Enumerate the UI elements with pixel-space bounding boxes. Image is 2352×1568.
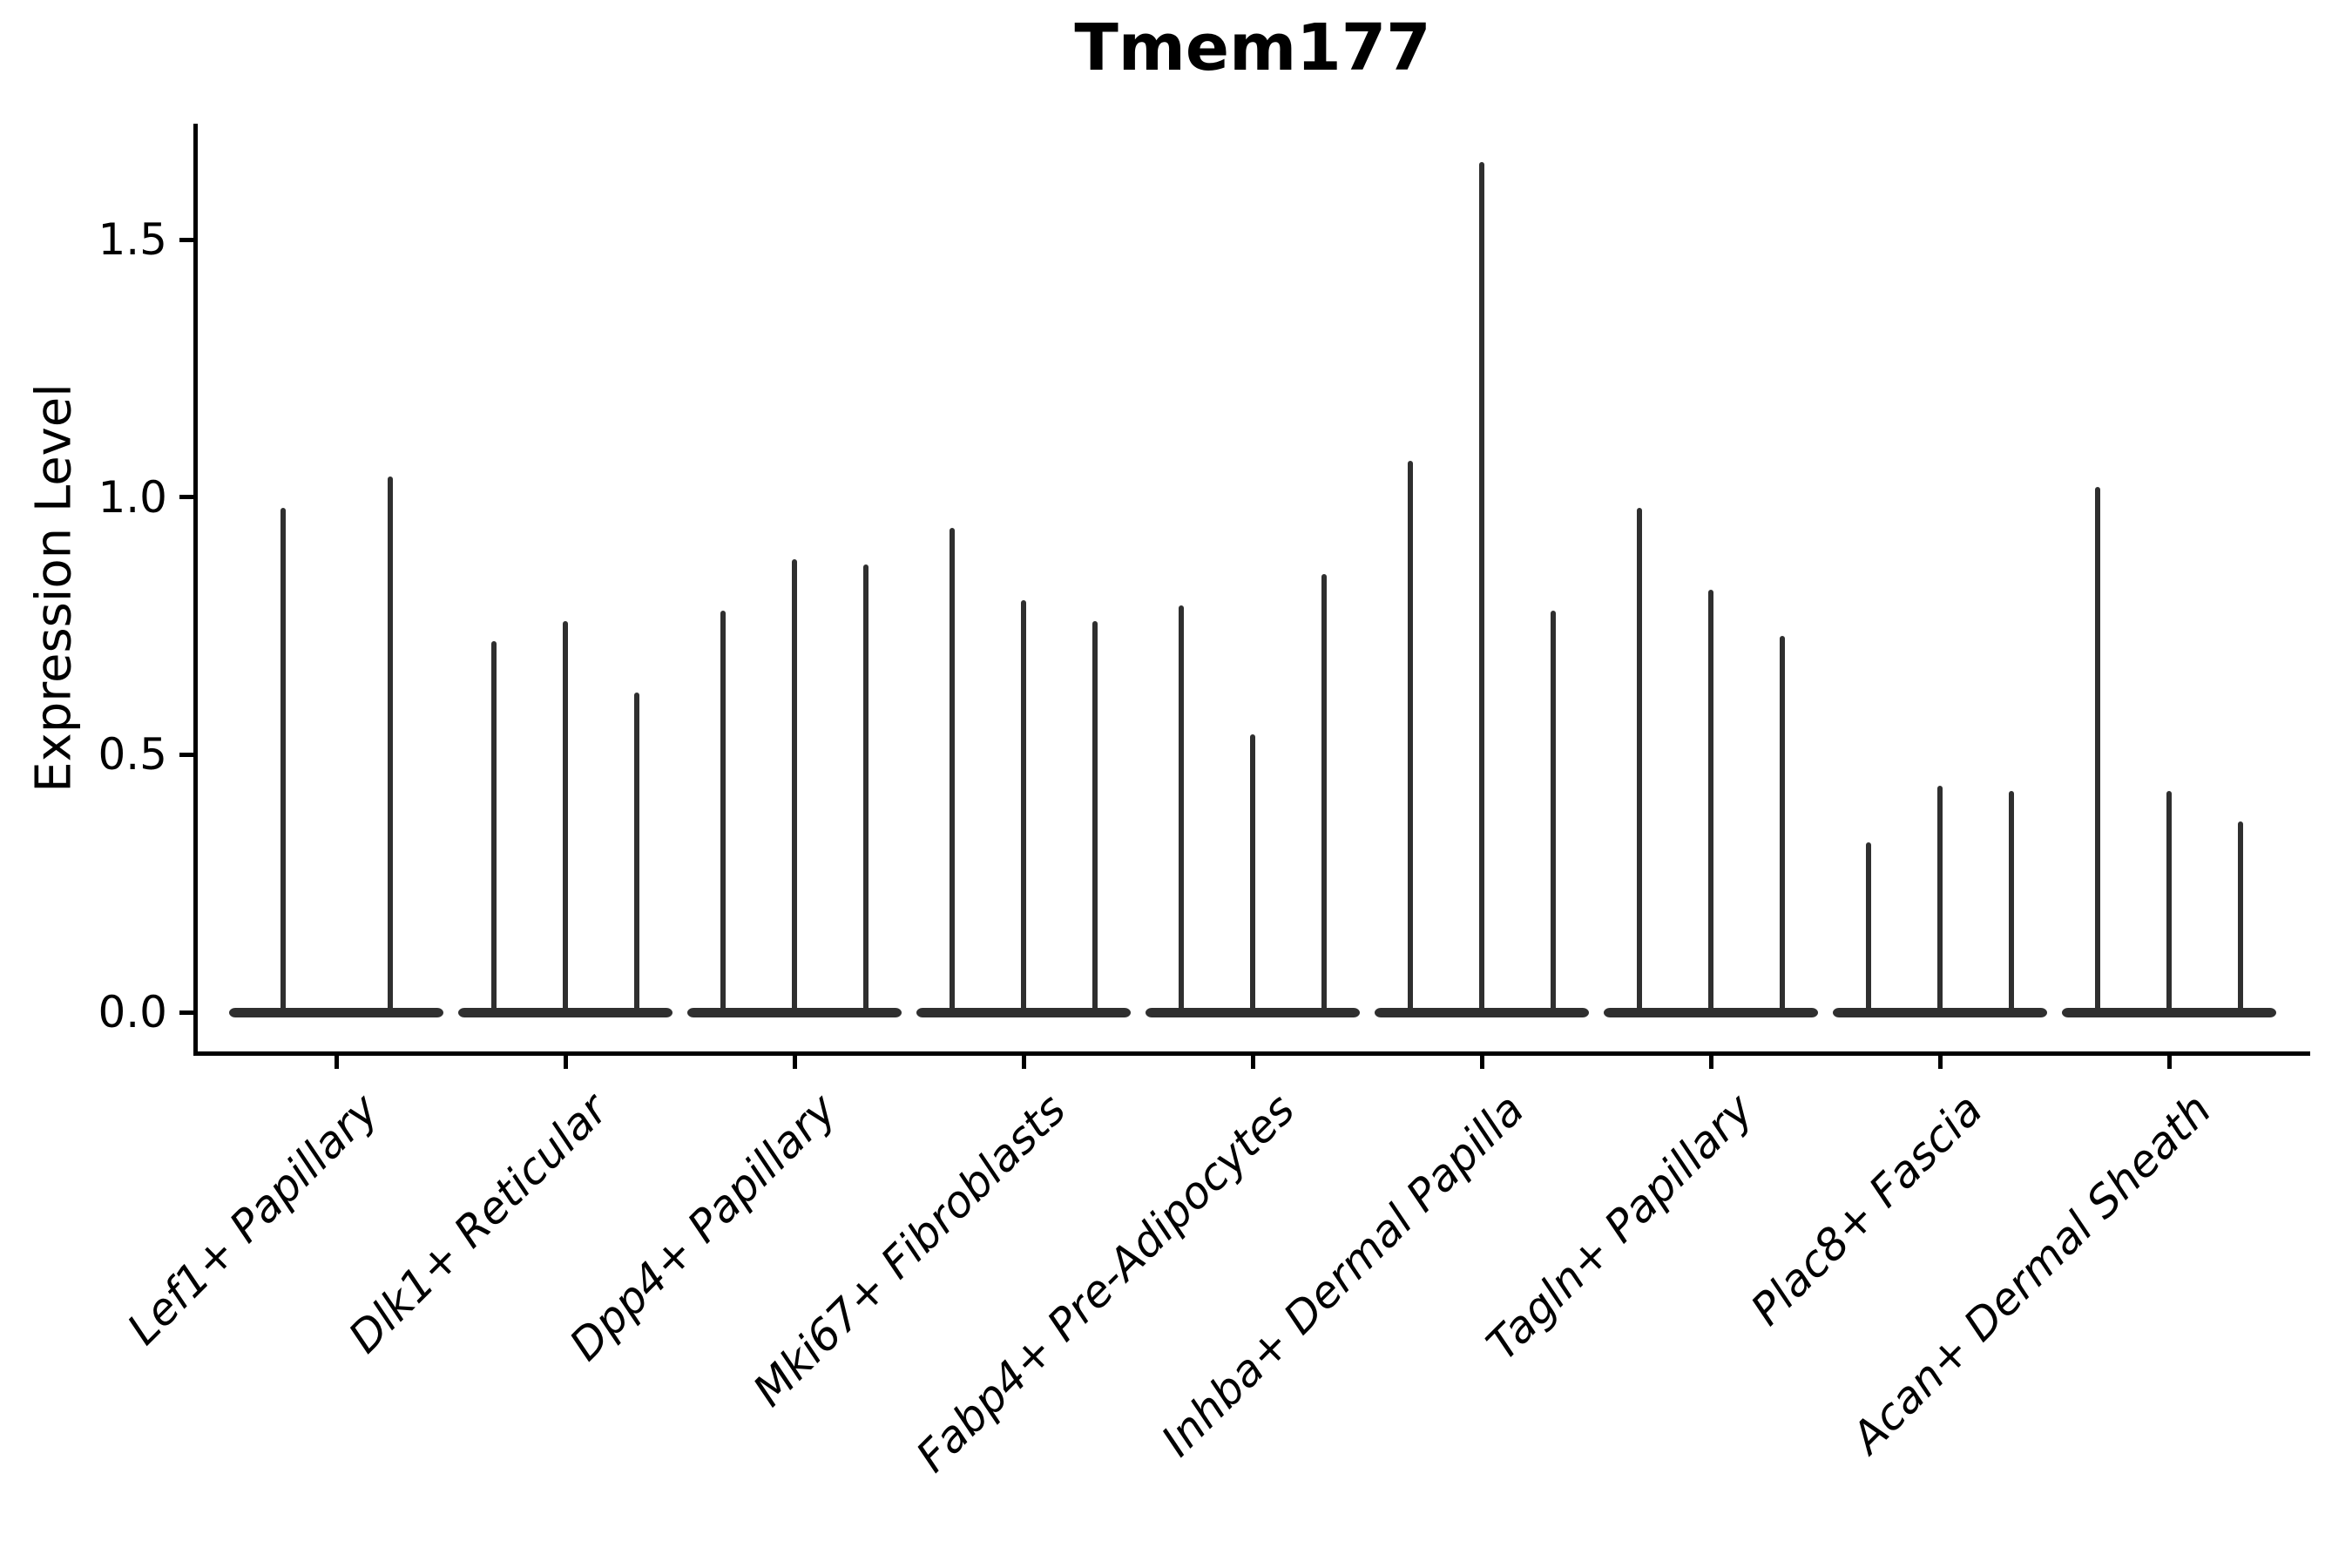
x-tick	[2166, 1053, 2172, 1069]
x-tick	[792, 1053, 797, 1069]
violin-tail	[2095, 486, 2100, 1016]
violin-tail	[1780, 636, 1785, 1016]
violin-tail	[1637, 507, 1642, 1016]
violin-tail	[792, 558, 797, 1016]
y-tick-label: 0.0	[98, 987, 167, 1037]
x-tick	[1937, 1053, 1943, 1069]
y-axis-spine	[193, 124, 198, 1056]
violin-tail	[1250, 733, 1255, 1016]
violin-tail	[1708, 590, 1713, 1016]
violin-tail	[563, 620, 568, 1016]
x-tick	[1708, 1053, 1713, 1069]
y-tick	[179, 752, 195, 757]
y-axis-label: Expression Level	[25, 383, 83, 793]
violin-tail	[280, 507, 286, 1016]
x-tick	[1479, 1053, 1484, 1069]
x-tick	[334, 1053, 339, 1069]
violin-tail	[491, 641, 497, 1016]
violin-tail	[950, 528, 955, 1016]
x-tick-label: Plac8+ Fascia	[1740, 1084, 1992, 1335]
violin-body-zero	[229, 1007, 443, 1017]
y-tick-label: 1.5	[98, 214, 167, 266]
violin-tail	[1551, 610, 1556, 1016]
violin-tail	[720, 610, 726, 1016]
y-tick	[179, 495, 195, 500]
x-tick	[1021, 1053, 1026, 1069]
violin-tail	[2009, 790, 2014, 1016]
x-tick-label: Fabp4+ Pre-Adipocytes	[907, 1084, 1305, 1483]
violin-tail	[387, 476, 393, 1016]
violin-tail	[1866, 841, 1871, 1016]
chart-title: Tmem177	[1074, 10, 1431, 85]
x-tick-label: Lef1+ Papillary	[118, 1084, 389, 1355]
violin-tail	[1321, 574, 1327, 1016]
violin-tail	[2238, 821, 2243, 1016]
violin-tail	[1179, 605, 1184, 1016]
y-tick-label: 1.0	[98, 471, 167, 523]
violin-tail	[1937, 785, 1943, 1016]
y-tick-label: 0.5	[98, 729, 167, 781]
violin-tail	[1092, 620, 1098, 1016]
violin-tail	[634, 693, 639, 1016]
x-tick	[563, 1053, 568, 1069]
violin-tail	[1479, 162, 1484, 1016]
violin-tail	[2166, 790, 2172, 1016]
x-tick	[1250, 1053, 1255, 1069]
violin-tail	[1408, 461, 1413, 1016]
violin-tail	[863, 564, 868, 1016]
y-tick	[179, 237, 195, 242]
y-tick	[179, 1010, 195, 1015]
violin-tail	[1021, 599, 1026, 1016]
